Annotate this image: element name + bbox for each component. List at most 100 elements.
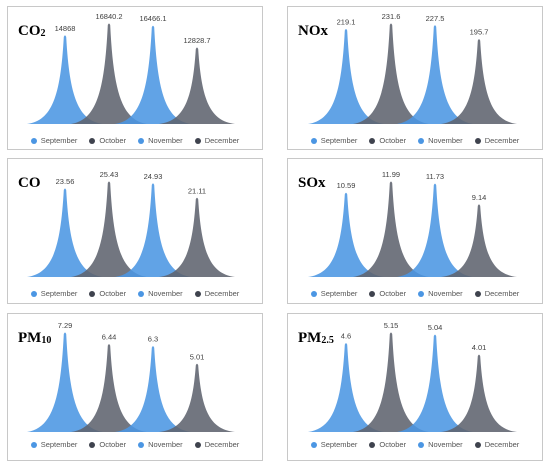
chart-svg: 14868 16840.2 16466.1 12828.7	[27, 12, 235, 125]
legend-label: December	[204, 440, 240, 449]
legend-marker	[89, 290, 96, 297]
legend-marker	[30, 290, 37, 297]
peak-september	[27, 188, 103, 277]
legend-item-september: September	[30, 440, 78, 449]
peak-november	[397, 334, 473, 432]
legend-label: November	[148, 136, 183, 145]
legend-label: December	[484, 289, 520, 298]
legend-item-december: December	[194, 440, 240, 449]
legend-item-september: September	[310, 136, 358, 145]
legend-item-november: November	[138, 440, 183, 449]
peak-october	[353, 23, 429, 124]
legend-marker	[369, 290, 376, 297]
legend-label: October	[379, 136, 407, 145]
chart-svg: 4.6 5.15 5.04 4.01	[308, 321, 517, 432]
legend-marker	[30, 441, 37, 448]
chart-panel-nox: 219.1 231.6 227.5 195.7 NOx September Octobe…	[287, 6, 543, 150]
legend-item-september: September	[30, 136, 78, 145]
legend-marker	[30, 137, 37, 144]
legend-item-october: October	[89, 289, 126, 298]
chart-svg: 219.1 231.6 227.5 195.7	[308, 12, 517, 125]
data-label: 14868	[55, 24, 76, 33]
peak-september	[308, 343, 384, 432]
peak-november	[115, 183, 191, 277]
chart-panel-pm10: 7.29 6.44 6.3 5.01 PM10 September October Nov…	[7, 313, 263, 461]
data-label: 195.7	[470, 28, 489, 37]
legend-item-december: December	[194, 136, 240, 145]
legend-item-november: November	[138, 289, 183, 298]
legend-marker	[194, 290, 201, 297]
legend-label: October	[99, 289, 127, 298]
legend-marker	[474, 441, 481, 448]
legend-item-september: September	[310, 440, 357, 449]
data-label: 4.6	[341, 332, 351, 341]
chart-panel-pm25: 4.6 5.15 5.04 4.01 PM2.5 September October No…	[287, 313, 543, 461]
legend: September October November December	[8, 440, 262, 449]
legend-label: September	[40, 136, 78, 145]
panel-title: SOx	[298, 175, 326, 191]
legend-item-october: October	[89, 440, 126, 449]
legend-marker	[89, 441, 96, 448]
legend-label: December	[484, 440, 520, 449]
legend-item-december: December	[474, 289, 520, 298]
data-label: 24.93	[144, 172, 163, 181]
data-label: 6.3	[148, 335, 158, 344]
legend-marker	[369, 441, 376, 448]
peak-september	[27, 332, 103, 432]
legend-label: December	[204, 136, 240, 145]
legend-marker	[138, 441, 145, 448]
chart-panel-co: 23.56 25.43 24.93 21.11 CO September October…	[7, 158, 263, 304]
peak-october	[71, 23, 147, 124]
panel-title: PM2.5	[298, 330, 334, 346]
legend-marker	[138, 137, 145, 144]
legend-marker	[418, 137, 425, 144]
data-label: 4.01	[472, 343, 487, 352]
legend-label: September	[40, 440, 78, 449]
chart-svg: 10.59 11.99 11.73 9.14	[308, 170, 517, 277]
legend-label: December	[204, 289, 240, 298]
legend-label: November	[428, 440, 463, 449]
legend-marker	[194, 441, 201, 448]
legend: September October November December	[8, 289, 262, 298]
legend: September October November December	[288, 289, 542, 298]
peak-december	[159, 47, 235, 124]
data-label: 11.73	[426, 172, 444, 181]
legend-marker	[138, 290, 145, 297]
peak-december	[159, 197, 235, 277]
peak-september	[308, 28, 384, 124]
data-label: 5.04	[428, 323, 443, 332]
legend-label: October	[99, 440, 127, 449]
legend-marker	[418, 290, 425, 297]
legend-label: September	[320, 289, 358, 298]
legend-marker	[89, 137, 96, 144]
legend-item-december: December	[474, 440, 520, 449]
data-label: 25.43	[100, 170, 119, 179]
legend-label: November	[148, 440, 183, 449]
legend-marker	[474, 137, 481, 144]
legend-label: November	[148, 289, 183, 298]
peak-december	[159, 363, 235, 432]
legend-label: September	[320, 136, 358, 145]
data-label: 21.11	[188, 186, 206, 195]
legend: September October November December	[8, 136, 262, 145]
data-label: 7.29	[58, 321, 73, 330]
peak-september	[27, 35, 103, 124]
legend: September October November December	[288, 440, 542, 449]
legend-marker	[418, 441, 425, 448]
legend-marker	[310, 441, 317, 448]
panel-title: CO	[18, 175, 41, 191]
legend: September October November December	[288, 136, 542, 145]
data-label: 227.5	[426, 14, 445, 23]
legend-item-october: October	[369, 289, 406, 298]
panel-title: CO2	[18, 23, 46, 39]
peak-november	[115, 346, 191, 432]
data-label: 219.1	[337, 17, 356, 26]
peak-december	[441, 354, 517, 432]
data-label: 11.99	[382, 170, 400, 179]
data-label: 231.6	[382, 12, 401, 21]
legend-item-october: October	[89, 136, 126, 145]
panel-title: NOx	[298, 23, 328, 39]
peak-december	[441, 204, 517, 277]
peak-november	[397, 183, 473, 277]
peak-october	[353, 332, 429, 432]
